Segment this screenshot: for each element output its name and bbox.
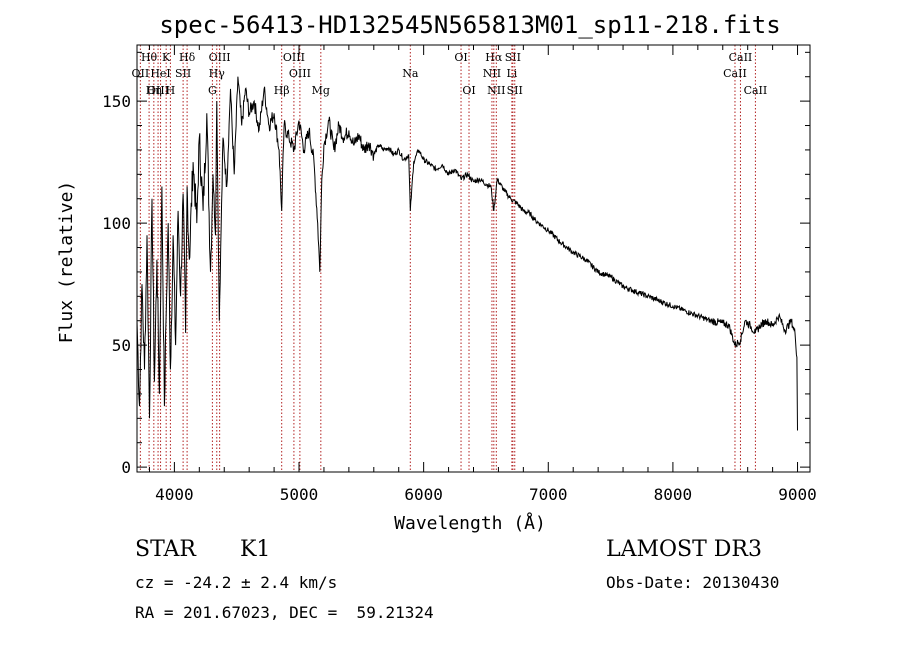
line-label-8: Hδ xyxy=(179,51,196,64)
line-label-25: CaII xyxy=(729,51,753,64)
x-tick-label-1: 5000 xyxy=(280,485,319,504)
subclass-label: K1 xyxy=(240,537,271,562)
axes: 4000 5000 6000 7000 8000 9000 0 50 100 150 xyxy=(102,45,817,504)
line-label-24: SII xyxy=(507,84,523,97)
line-label-26: CaII xyxy=(723,67,747,80)
line-label-1: OII xyxy=(132,67,150,80)
plot-frame xyxy=(136,44,811,473)
line-label-23: Li xyxy=(506,67,517,80)
line-label-11: G xyxy=(208,84,217,97)
y-tick-label-1: 50 xyxy=(112,336,131,355)
line-label-19: Hα xyxy=(485,51,503,64)
x-tick-label-0: 4000 xyxy=(155,485,194,504)
line-label-7: SII xyxy=(175,67,191,80)
line-label-21: NII xyxy=(487,84,505,97)
chart-title: spec-56413-HD132545N565813M01_sp11-218.f… xyxy=(159,11,780,39)
line-label-12: OIII xyxy=(283,51,305,64)
x-tick-label-5: 9000 xyxy=(778,485,817,504)
line-label-5: Hη xyxy=(146,84,162,97)
line-label-18: OI xyxy=(462,84,475,97)
x-tick-label-2: 6000 xyxy=(404,485,443,504)
class-label: STAR xyxy=(135,537,196,562)
coordinates-text: RA = 201.67023, DEC = 59.21324 xyxy=(135,603,434,622)
line-label-0: Hθ xyxy=(141,51,158,64)
survey-label: LAMOST DR3 xyxy=(606,537,762,562)
line-label-10: Hγ xyxy=(209,67,226,80)
line-label-9: OIII xyxy=(209,51,231,64)
y-tick-label-2: 100 xyxy=(102,214,131,233)
line-label-6: H xyxy=(166,84,176,97)
line-label-14: Hβ xyxy=(274,84,290,97)
x-tick-label-4: 8000 xyxy=(654,485,693,504)
line-label-16: Na xyxy=(402,67,419,80)
y-axis-label: Flux (relative) xyxy=(56,181,77,344)
flux-series-line xyxy=(136,76,798,431)
line-label-22: SII xyxy=(505,51,521,64)
line-label-2: OIII xyxy=(147,84,169,97)
line-label-17: OI xyxy=(454,51,467,64)
line-label-4: HeI xyxy=(150,67,170,80)
redshift-text: cz = -24.2 ± 2.4 km/s xyxy=(135,573,338,592)
line-label-15: Mg xyxy=(312,84,330,97)
line-label-13: OIII xyxy=(289,67,311,80)
line-label-20: NII xyxy=(483,67,501,80)
y-tick-label-0: 0 xyxy=(121,458,131,477)
line-label-27: CaII xyxy=(744,84,768,97)
x-tick-label-3: 7000 xyxy=(529,485,568,504)
line-label-3: K xyxy=(162,51,171,64)
spectral-line-markers: Hθ OII OIII K HeI Hη H SII Hδ OIII Hγ G OIII OIII Hβ Mg… xyxy=(132,45,768,472)
y-tick-label-3: 150 xyxy=(102,92,131,111)
obs-date-text: Obs-Date: 20130430 xyxy=(606,573,780,592)
x-axis-label: Wavelength (Å) xyxy=(394,512,546,534)
